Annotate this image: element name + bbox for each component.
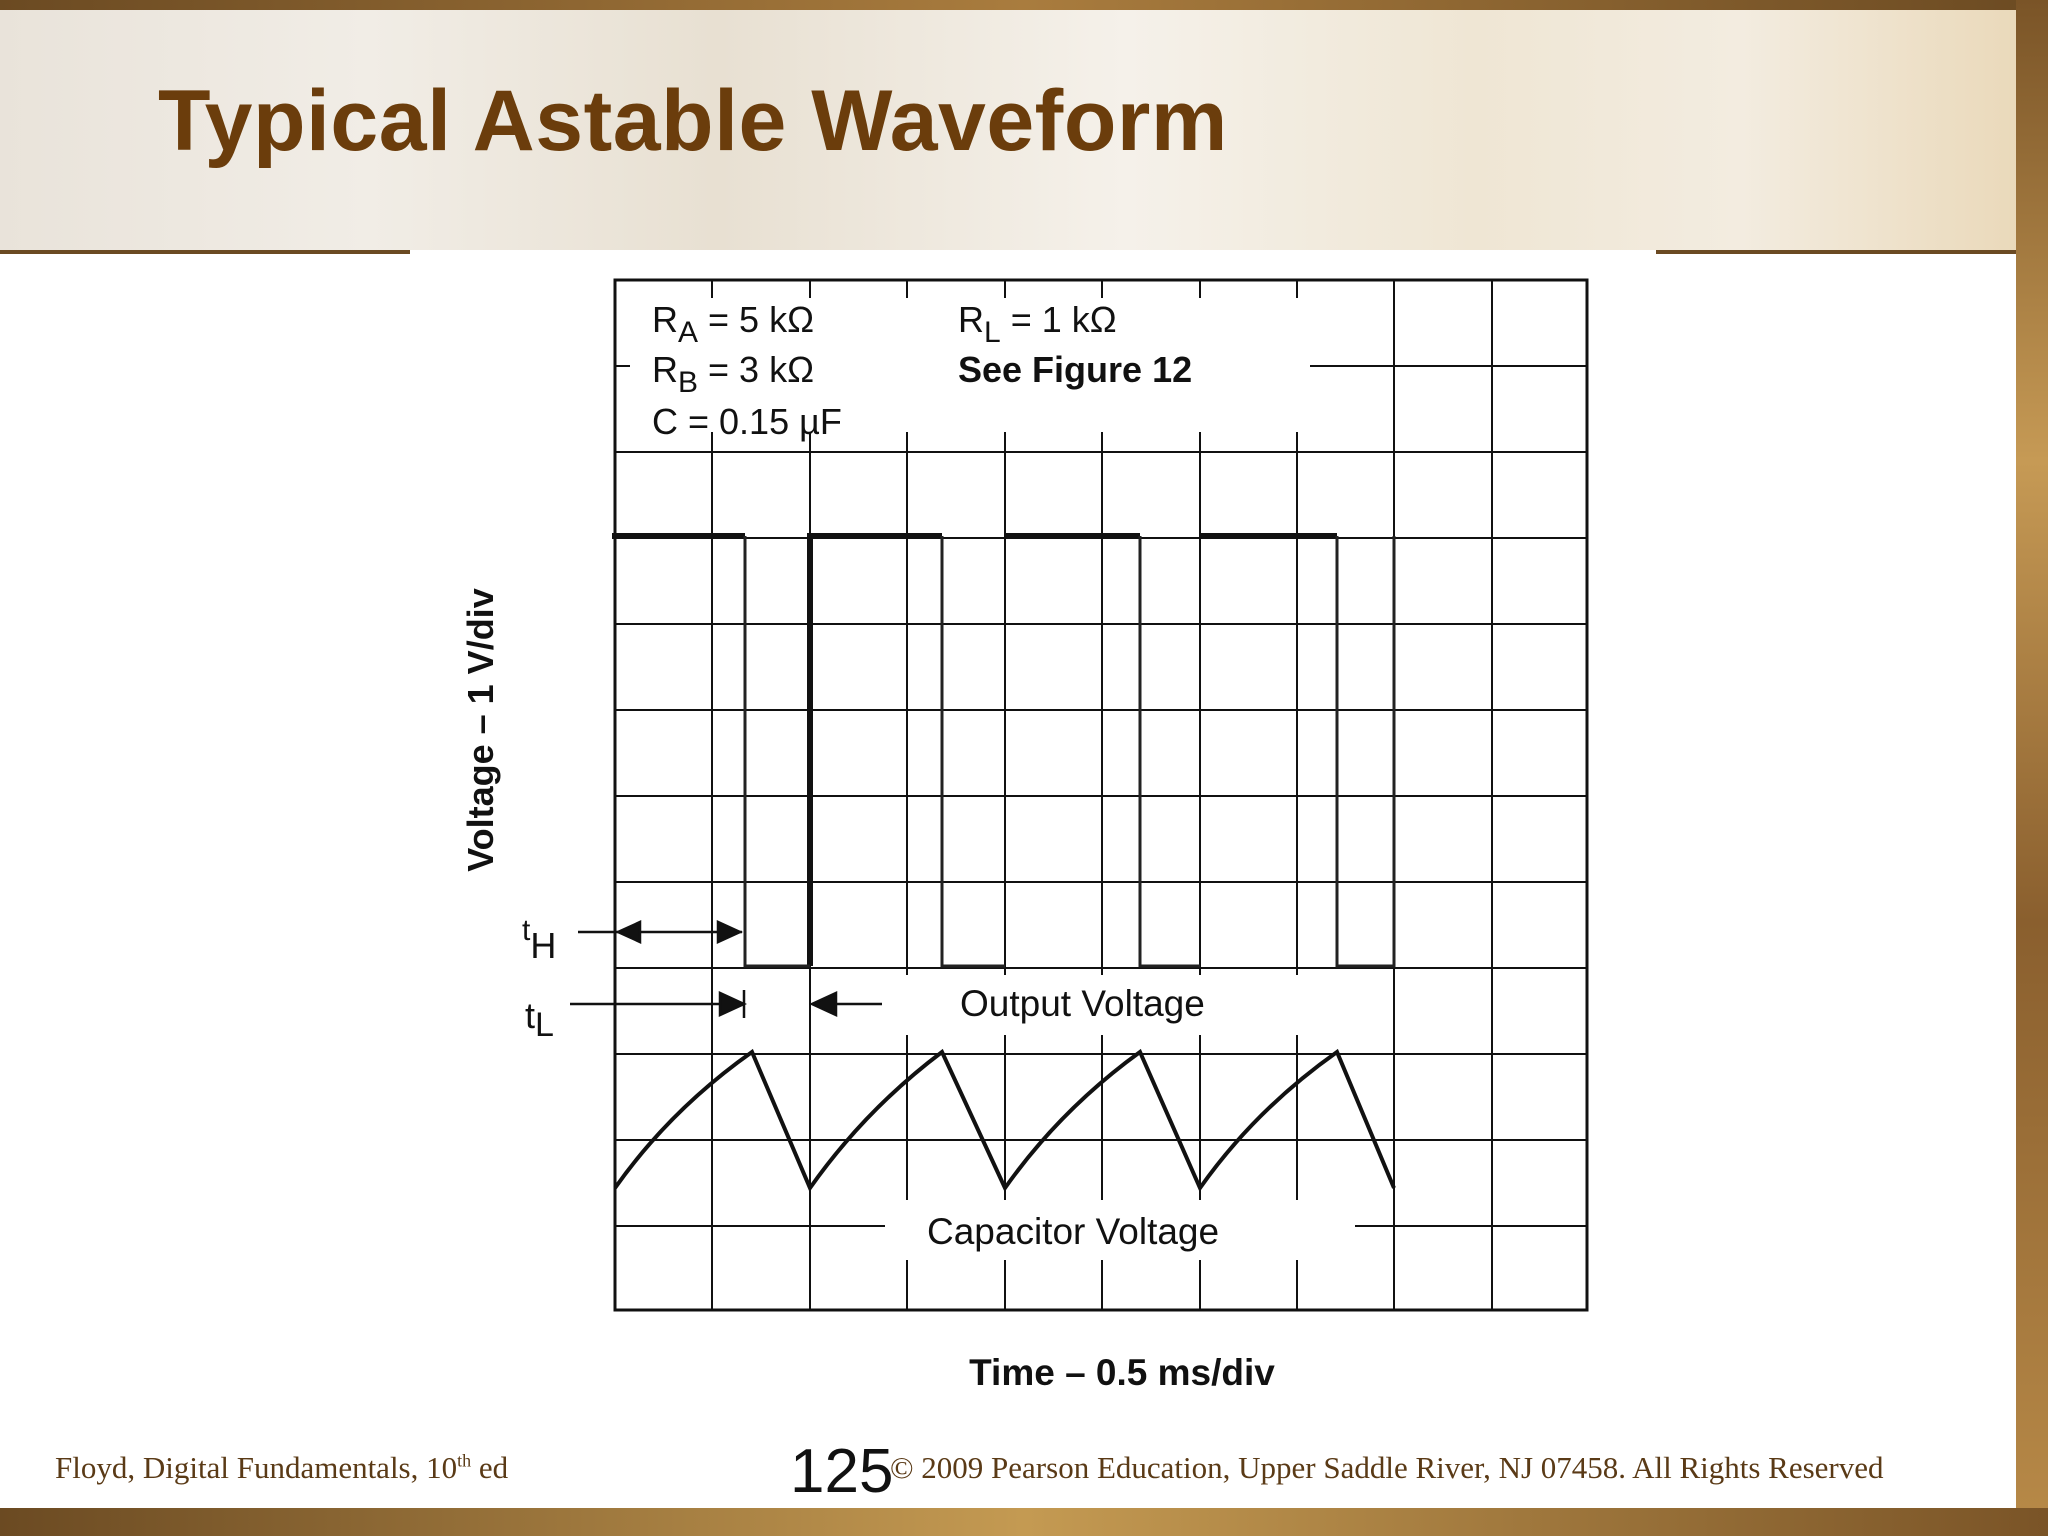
param-c: C = 0.15 µF: [652, 401, 842, 442]
footer-copyright: © 2009 Pearson Education, Upper Saddle R…: [890, 1450, 1884, 1485]
double-arrow-icon: [578, 920, 744, 944]
page-number: 125: [790, 1437, 894, 1506]
capacitor-label-bg: [890, 1200, 1350, 1260]
x-axis-label: Time – 0.5 ms/div: [969, 1352, 1275, 1393]
right-decorative-bar: [2016, 0, 2048, 1536]
slide-title: Typical Astable Waveform: [158, 73, 1228, 169]
param-rb: RB = 3 kΩ: [652, 349, 814, 399]
output-voltage-line-dark: [612, 533, 1337, 966]
y-axis-label: Voltage – 1 V/div: [460, 588, 501, 871]
output-label-bg: [880, 975, 1350, 1035]
title-rule-right: [1656, 250, 2016, 254]
converging-arrows-icon: [570, 990, 882, 1018]
param-rl: RL = 1 kΩ: [958, 299, 1117, 349]
oscilloscope-grid: [613, 278, 1589, 1312]
param-ra: RA = 5 kΩ: [652, 299, 814, 349]
top-accent-line: [0, 0, 2048, 10]
tl-label: tL: [525, 995, 554, 1044]
astable-waveform-diagram: RA = 5 kΩ RB = 3 kΩ C = 0.15 µF RL = 1 k…: [460, 278, 1589, 1393]
capacitor-voltage-trace: [613, 1048, 1396, 1193]
param-see-figure: See Figure 12: [958, 349, 1192, 390]
output-voltage-line-light: [743, 536, 1396, 968]
th-label: tH: [522, 914, 556, 966]
header-background: [0, 0, 2048, 250]
output-voltage-trace: [612, 533, 1396, 968]
output-voltage-label: Output Voltage: [960, 983, 1205, 1024]
title-rule-left: [0, 250, 410, 254]
footer-citation: Floyd, Digital Fundamentals, 10th ed: [55, 1450, 509, 1485]
capacitor-voltage-label: Capacitor Voltage: [927, 1211, 1219, 1252]
bottom-decorative-bar: [0, 1508, 2048, 1536]
